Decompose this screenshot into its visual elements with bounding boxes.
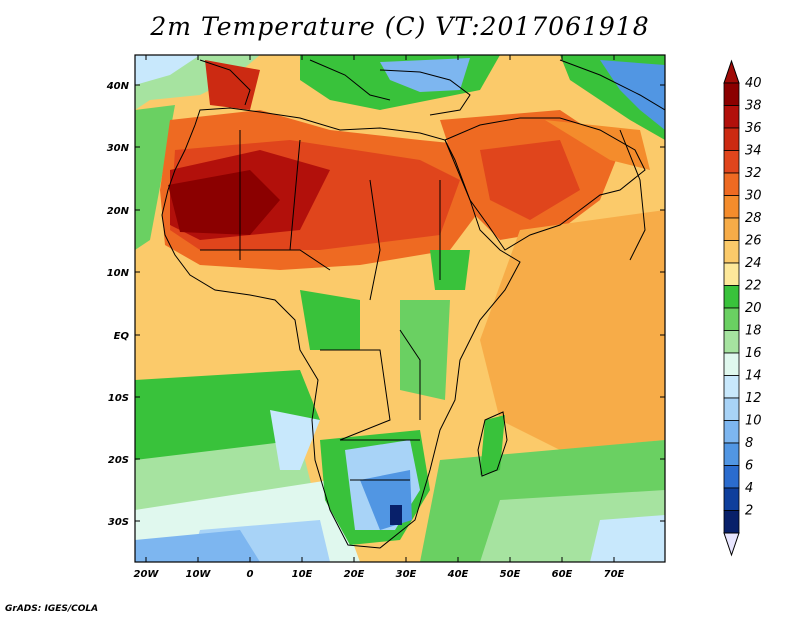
- colorbar-swatch: [723, 442, 740, 466]
- grads-credit: GrADS: IGES/COLA: [5, 604, 99, 614]
- colorbar-swatch: [723, 150, 740, 174]
- colorbar-swatch: [723, 195, 740, 219]
- colorbar-swatch: [723, 285, 740, 309]
- colorbar-label: 12: [745, 391, 762, 406]
- y-tick-label: 30N: [107, 143, 130, 154]
- y-tick-label: 20N: [107, 206, 130, 217]
- temperature-field: [135, 55, 665, 562]
- x-tick-label: 70E: [604, 569, 625, 580]
- y-tick-label: EQ: [114, 331, 130, 342]
- x-tick-label: 60E: [552, 569, 573, 580]
- axis-ticks: 20W 10W 0 10E 20E 30E 40E 50E 60E 70E 40N 30N 20N 10N…: [106, 55, 665, 580]
- colorbar-label: 10: [745, 414, 762, 429]
- colorbar-swatch: [723, 375, 740, 399]
- coastlines: [161, 59, 665, 549]
- y-tick-label: 10N: [107, 268, 130, 279]
- colorbar-label: 30: [745, 189, 762, 204]
- x-tick-label: 20W: [134, 569, 160, 580]
- colorbar-label: 2: [745, 504, 753, 519]
- colorbar-swatch: [723, 330, 740, 354]
- y-tick-label: 10S: [108, 393, 129, 404]
- colorbar-label: 18: [745, 324, 762, 339]
- x-tick-label: 0: [247, 569, 254, 580]
- colorbar-label: 16: [745, 346, 762, 361]
- colorbar-swatch: [723, 172, 740, 196]
- colorbar-label: 14: [745, 369, 762, 384]
- map-title: 2m Temperature (C) VT:2017061918: [150, 12, 650, 41]
- colorbar-swatch: [723, 82, 740, 106]
- colorbar-label: 40: [745, 76, 762, 91]
- colorbar-swatch: [723, 307, 740, 331]
- colorbar-top-arrow: [723, 59, 740, 84]
- colorbar-swatch: [723, 262, 740, 286]
- colorbar-label: 6: [745, 459, 753, 474]
- plot-frame: [134, 54, 666, 563]
- colorbar-label: 26: [745, 234, 762, 249]
- y-tick-label: 30S: [108, 517, 129, 528]
- colorbar-swatch: [723, 352, 740, 376]
- colorbar-swatch: [723, 240, 740, 264]
- colorbar-swatch: [723, 127, 740, 151]
- x-tick-label: 50E: [500, 569, 521, 580]
- colorbar-label: 8: [745, 436, 753, 451]
- x-tick-label: 10E: [292, 569, 313, 580]
- colorbar-swatch: [723, 217, 740, 241]
- colorbar-swatch: [723, 487, 740, 511]
- colorbar-label: 28: [745, 211, 762, 226]
- colorbar-label: 4: [745, 481, 753, 496]
- colorbar-label: 22: [745, 279, 762, 294]
- colorbar-swatch: [723, 510, 740, 534]
- x-tick-label: 10W: [186, 569, 212, 580]
- x-tick-label: 20E: [344, 569, 365, 580]
- colorbar-swatch: [723, 420, 740, 444]
- colorbar-label: 20: [745, 301, 762, 316]
- colorbar-label: 32: [745, 166, 762, 181]
- y-tick-label: 20S: [108, 455, 129, 466]
- x-tick-label: 40E: [447, 569, 469, 580]
- colorbar: 40 38 36 34 32 30 28 26 24 22 20 18 16 14 12 10 8 6 4 2: [723, 59, 762, 557]
- colorbar-label: 34: [745, 144, 762, 159]
- colorbar-swatch: [723, 105, 740, 129]
- y-tick-label: 40N: [106, 81, 130, 92]
- colorbar-label: 36: [745, 121, 762, 136]
- x-tick-label: 30E: [396, 569, 417, 580]
- colorbar-swatch: [723, 465, 740, 489]
- colorbar-label: 38: [745, 99, 762, 114]
- colorbar-label: 24: [745, 256, 762, 271]
- colorbar-bottom-arrow: [723, 532, 740, 557]
- colorbar-swatch: [723, 397, 740, 421]
